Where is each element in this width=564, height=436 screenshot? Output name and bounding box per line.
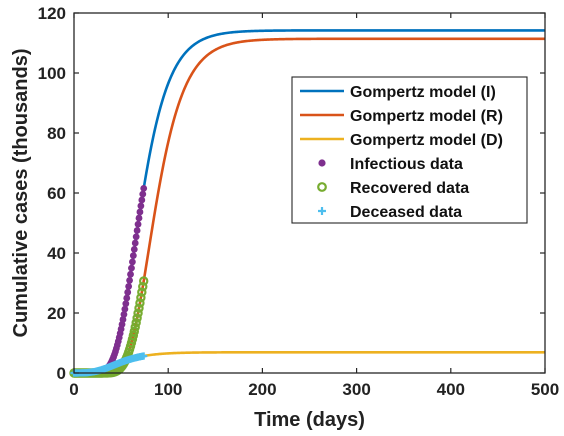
- data-point: [120, 311, 128, 318]
- legend-label: Deceased data: [350, 204, 462, 221]
- data-point: [129, 326, 139, 337]
- data-point: [137, 202, 145, 210]
- legend-marker-swatch: [317, 182, 327, 192]
- data-point: [127, 270, 134, 278]
- data-point: [131, 239, 139, 247]
- model-curves: [74, 29, 545, 375]
- x-tick-label: 500: [531, 380, 559, 399]
- data-point: [138, 196, 146, 204]
- x-tick-label: 100: [154, 380, 182, 399]
- y-axis-label: Cumulative cases (thousands): [10, 49, 32, 338]
- legend-marker-swatch: [318, 207, 326, 215]
- data-point: [136, 208, 144, 216]
- legend-box: [291, 76, 528, 224]
- data-point: [124, 288, 132, 296]
- data-point: [128, 264, 135, 272]
- data-point: [133, 308, 143, 318]
- data-point: [123, 294, 131, 302]
- data-point: [122, 300, 130, 308]
- data-point: [130, 322, 140, 332]
- data-point: [139, 276, 149, 286]
- data-point: [121, 305, 129, 313]
- data-point: [134, 303, 144, 313]
- data-point: [125, 283, 133, 290]
- x-tick-label: 200: [248, 380, 276, 399]
- model-line-3: [74, 351, 545, 375]
- tick-labels: 0 100 200 300 400 500 0 20 40 60 80 100 120: [38, 4, 560, 399]
- data-point: [126, 277, 133, 284]
- legend-label: Gompertz model (D): [350, 132, 503, 149]
- y-tick-label: 20: [47, 304, 66, 323]
- data-point: [138, 281, 148, 292]
- data-point: [135, 298, 145, 308]
- data-point: [136, 292, 146, 303]
- data-point: [139, 190, 147, 198]
- legend-label: Gompertz model (R): [350, 108, 503, 125]
- y-tick-label: 40: [47, 244, 66, 263]
- data-point: [129, 258, 136, 266]
- data-point: [137, 287, 147, 297]
- axes: [73, 12, 546, 374]
- y-tick-label: 100: [38, 64, 66, 83]
- x-tick-label: 0: [69, 380, 78, 399]
- x-tick-label: 400: [437, 380, 465, 399]
- model-line-1: [74, 29, 545, 375]
- y-tick-label: 60: [47, 184, 66, 203]
- data-point: [140, 184, 148, 192]
- legend-label: Recovered data: [350, 180, 469, 197]
- legend: Gompertz model (I) Gompertz model (R) Gomp…: [291, 76, 528, 224]
- data-point: [129, 252, 137, 260]
- legend-marker-swatch: [318, 159, 326, 167]
- data-point: [128, 330, 139, 341]
- data-point: [132, 233, 140, 241]
- legend-label: Gompertz model (I): [350, 84, 496, 101]
- data-point: [140, 352, 148, 360]
- x-axis-label: Time (days): [254, 409, 365, 431]
- data-point: [133, 227, 141, 234]
- y-tick-label: 120: [38, 4, 66, 23]
- data-point: [131, 318, 141, 328]
- data-point: [119, 316, 127, 323]
- data-point: [130, 245, 138, 253]
- data-point: [135, 214, 143, 222]
- data-point: [132, 313, 142, 323]
- y-tick-label: 0: [57, 364, 66, 383]
- legend-label: Infectious data: [350, 156, 463, 173]
- model-line-2: [74, 37, 545, 375]
- x-tick-label: 300: [342, 380, 370, 399]
- y-tick-label: 80: [47, 124, 66, 143]
- data-point: [134, 220, 142, 228]
